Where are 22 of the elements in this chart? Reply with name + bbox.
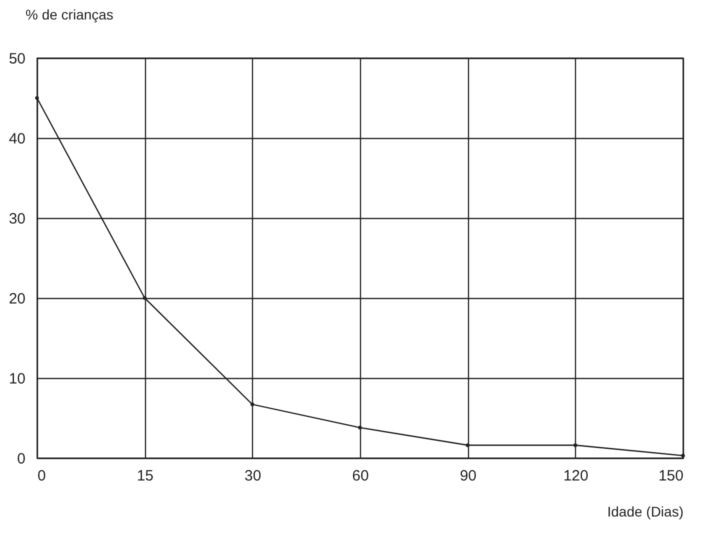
x-tick-label: 60 — [352, 468, 369, 484]
y-tick-label: 40 — [8, 130, 26, 148]
point — [573, 443, 578, 448]
point — [466, 443, 470, 448]
point — [358, 426, 362, 430]
y-tick-label: 30 — [8, 210, 26, 228]
x-tick-label: 150 — [658, 468, 684, 484]
y-tick-label: 20 — [8, 290, 26, 308]
x-tick-label: 30 — [244, 468, 262, 484]
point — [681, 454, 685, 458]
x-tick-label: 120 — [563, 468, 588, 484]
y-tick-label: 0 — [17, 450, 26, 468]
point — [142, 296, 147, 300]
x-tick-label: 90 — [460, 468, 477, 484]
y-tick-label: 10 — [8, 370, 26, 388]
x-tick-label: 0 — [38, 468, 46, 484]
y-axis-title: % de crianças — [26, 6, 114, 22]
point — [250, 402, 254, 406]
point — [35, 96, 39, 100]
x-axis-title: Idade (Dias) — [607, 504, 684, 520]
y-tick-label: 50 — [8, 50, 26, 68]
x-tick-label: 15 — [136, 468, 154, 484]
